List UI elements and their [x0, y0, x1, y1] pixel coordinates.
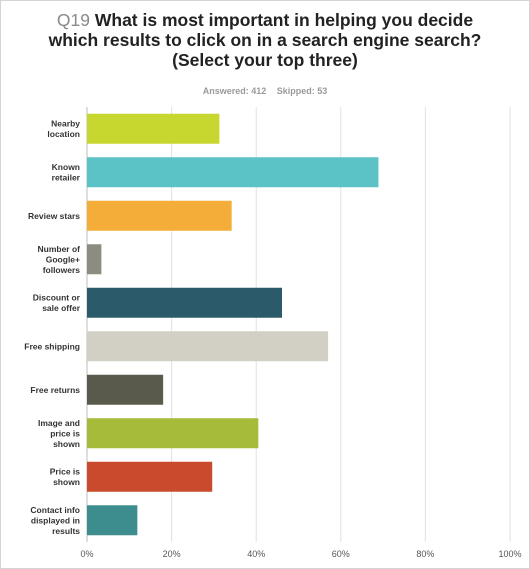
bar [87, 505, 138, 536]
x-tick-label: 0% [80, 549, 93, 559]
category-label: sale offer [42, 303, 80, 313]
bar [87, 331, 329, 362]
bar [87, 113, 220, 144]
skipped-count: Skipped: 53 [276, 86, 328, 96]
response-counts: Answered: 412 Skipped: 53 [0, 86, 530, 96]
bar [87, 374, 164, 405]
bar [87, 200, 232, 231]
category-label: Contact info [30, 505, 80, 515]
x-tick-label: 100% [498, 549, 521, 559]
category-label: Review stars [28, 211, 80, 221]
category-label: Discount or [33, 293, 81, 303]
x-tick-label: 40% [247, 549, 265, 559]
category-label: Image and [38, 418, 80, 428]
category-label: Number of [38, 244, 81, 254]
x-tick-label: 20% [163, 549, 181, 559]
category-label: Google+ [46, 254, 80, 264]
bar [87, 287, 283, 318]
category-label: results [52, 526, 80, 536]
category-label: shown [53, 477, 80, 487]
question-title: Q19 What is most important in helping yo… [40, 10, 490, 70]
category-label: shown [53, 439, 80, 449]
category-label: location [47, 129, 80, 139]
question-text: What is most important in helping you de… [48, 10, 482, 70]
category-label: followers [43, 265, 81, 275]
category-label: Nearby [51, 119, 80, 129]
bar [87, 244, 102, 275]
answered-count: Answered: 412 [202, 86, 267, 96]
bar [87, 418, 259, 449]
category-label: Free shipping [24, 341, 80, 351]
category-label: displayed in [31, 515, 80, 525]
x-tick-label: 60% [332, 549, 350, 559]
category-label: Price is [50, 467, 81, 477]
bar [87, 157, 379, 188]
category-label: Known [52, 162, 80, 172]
category-label: retailer [52, 173, 81, 183]
question-number: Q19 [56, 10, 90, 30]
category-label: price is [50, 428, 80, 438]
bar [87, 461, 213, 492]
x-tick-label: 80% [416, 549, 434, 559]
category-label: Free returns [30, 385, 80, 395]
